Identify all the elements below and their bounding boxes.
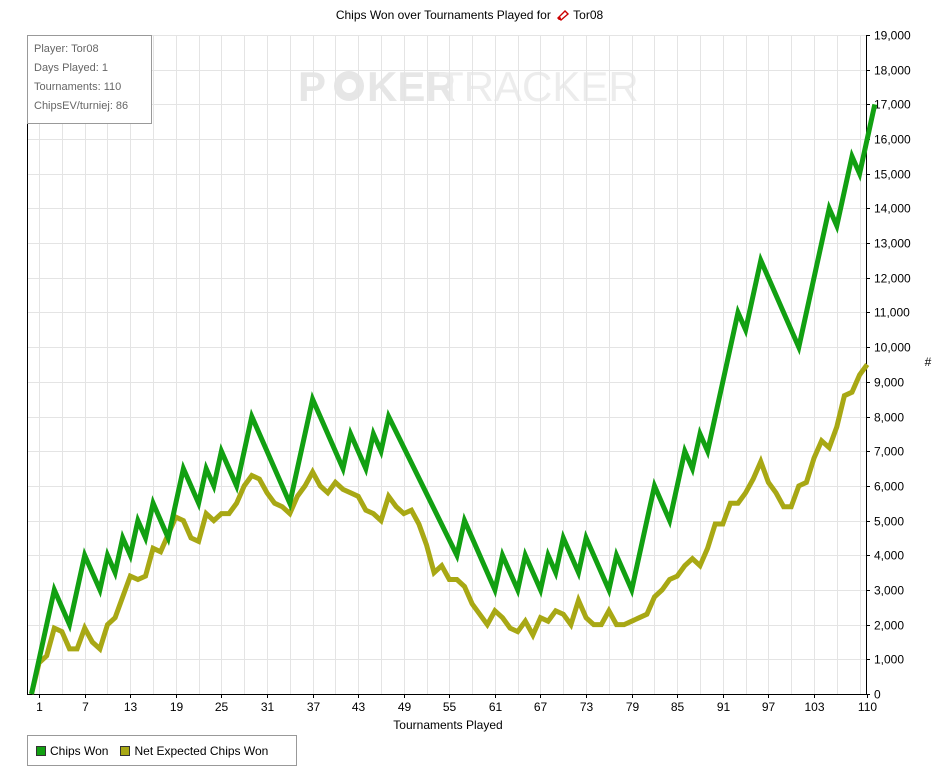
x-tick-label: 49 — [398, 700, 412, 714]
x-tick-label: 25 — [215, 700, 229, 714]
y-tick-label: 2,000 — [874, 619, 904, 633]
x-tick-label: 110 — [858, 700, 877, 714]
x-tick-label: 73 — [580, 700, 594, 714]
x-tick-label: 55 — [443, 700, 457, 714]
x-tick-label: 7 — [82, 700, 89, 714]
y-tick-label: 3,000 — [874, 584, 904, 598]
x-tick-label: 61 — [489, 700, 503, 714]
y-axis-label: # — [925, 355, 932, 369]
series-lines — [29, 103, 878, 695]
y-tick-label: 8,000 — [874, 411, 904, 425]
x-tick-label: 91 — [717, 700, 731, 714]
info-tournaments: Tournaments: 110 — [34, 81, 122, 93]
legend: Chips Won Net Expected Chips Won — [27, 735, 297, 766]
player-info-box: Player: Tor08 Days Played: 1 Tournaments… — [27, 35, 152, 124]
x-tick-label: 85 — [671, 700, 685, 714]
y-tick-label: 6,000 — [874, 480, 904, 494]
x-tick-label: 13 — [124, 700, 138, 714]
legend-swatch-net-expected — [120, 745, 131, 756]
y-tick-label: 16,000 — [874, 133, 911, 147]
axes: 0 1,000 2,000 3,000 4,000 5,000 6,000 7,000 8,00… — [27, 29, 911, 714]
grid — [27, 35, 866, 695]
y-tick-label: 17,000 — [874, 98, 911, 112]
chart-title: Chips Won over Tournaments Played for To… — [0, 8, 939, 24]
x-tick-label: 97 — [762, 700, 776, 714]
x-tick-label: 37 — [307, 700, 321, 714]
y-tick-label: 19,000 — [874, 29, 911, 43]
x-tick-label: 79 — [626, 700, 640, 714]
x-tick-label: 67 — [534, 700, 548, 714]
series-line-chips-won — [29, 103, 878, 695]
player-note-icon — [556, 9, 570, 24]
x-tick-label: 43 — [352, 700, 366, 714]
y-tick-label: 9,000 — [874, 376, 904, 390]
y-tick-label: 18,000 — [874, 64, 911, 78]
legend-label-net-expected: Net Expected Chips Won — [134, 743, 269, 758]
x-tick-label: 1 — [36, 700, 43, 714]
y-tick-label: 11,000 — [874, 306, 910, 320]
y-tick-label: 10,000 — [874, 341, 911, 355]
y-tick-label: 13,000 — [874, 237, 911, 251]
y-tick-label: 1,000 — [874, 653, 904, 667]
info-chipsev: ChipsEV/turniej: 86 — [34, 100, 129, 112]
series-line-net-expected-chips-won — [29, 363, 870, 695]
x-axis-label: Tournaments Played — [393, 718, 502, 732]
title-player-name: Tor08 — [573, 8, 604, 22]
y-tick-label: 0 — [874, 688, 881, 702]
legend-item-net-expected: Net Expected Chips Won — [120, 744, 268, 758]
x-tick-label: 103 — [804, 700, 824, 714]
y-tick-label: 4,000 — [874, 549, 904, 563]
y-tick-label: 14,000 — [874, 202, 911, 216]
y-tick-label: 5,000 — [874, 515, 904, 529]
info-player: Player: Tor08 — [34, 43, 99, 55]
y-tick-label: 15,000 — [874, 168, 911, 182]
y-tick-label: 12,000 — [874, 272, 911, 286]
legend-item-chips-won: Chips Won — [36, 744, 108, 758]
poker-chip-center-icon — [342, 79, 356, 93]
info-days-played: Days Played: 1 — [34, 62, 108, 74]
legend-label-chips-won: Chips Won — [50, 743, 109, 758]
legend-swatch-chips-won — [36, 745, 46, 756]
y-tick-label: 7,000 — [874, 445, 904, 459]
title-prefix: Chips Won over Tournaments Played for — [335, 8, 551, 22]
x-tick-label: 19 — [170, 700, 184, 714]
x-tick-label: 31 — [261, 700, 275, 714]
